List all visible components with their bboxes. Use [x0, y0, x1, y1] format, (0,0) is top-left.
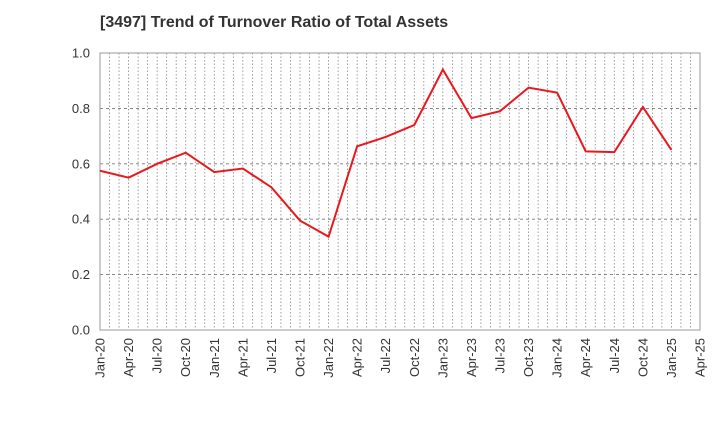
- data-point: [442, 69, 444, 71]
- x-tick-label: Jan-21: [207, 338, 222, 378]
- x-tick-label: Oct-22: [407, 338, 422, 377]
- x-tick-label: Jan-24: [550, 338, 565, 378]
- data-point: [270, 186, 272, 188]
- y-tick-label: 0.2: [72, 267, 90, 282]
- data-point: [499, 110, 501, 112]
- tick-labels: 0.0 0.2 0.4 0.6 0.8 1.0 Jan-20 Apr-20 Jul-20 Oct-…: [72, 46, 708, 378]
- data-point: [242, 168, 244, 170]
- x-tick-label: Jan-25: [664, 338, 679, 378]
- data-point: [385, 136, 387, 138]
- x-tick-label: Apr-21: [235, 338, 250, 377]
- x-tick-label: Oct-24: [635, 338, 650, 377]
- chart-title: [3497] Trend of Turnover Ratio of Total …: [100, 14, 449, 31]
- x-tick-label: Oct-21: [293, 338, 308, 377]
- x-tick-label: Jul-23: [493, 338, 508, 373]
- data-point: [613, 151, 615, 153]
- x-tick-label: Apr-25: [693, 338, 708, 377]
- data-point: [413, 124, 415, 126]
- y-tick-label: 0.4: [72, 212, 90, 227]
- x-tick-label: Jul-22: [378, 338, 393, 373]
- data-point: [642, 106, 644, 108]
- x-tick-label: Apr-22: [350, 338, 365, 377]
- x-tick-label: Apr-23: [464, 338, 479, 377]
- data-point: [670, 149, 672, 151]
- data-point: [528, 87, 530, 89]
- y-tick-label: 1.0: [72, 46, 90, 61]
- y-tick-label: 0.0: [72, 323, 90, 338]
- data-point: [299, 220, 301, 222]
- x-tick-label: Jan-22: [321, 338, 336, 378]
- x-tick-label: Apr-24: [578, 338, 593, 377]
- data-point: [470, 117, 472, 119]
- data-point: [156, 163, 158, 165]
- series: [99, 67, 673, 239]
- x-tick-label: Oct-20: [178, 338, 193, 377]
- y-tick-label: 0.6: [72, 156, 90, 171]
- data-point: [328, 236, 330, 238]
- axes: [99, 52, 701, 331]
- x-tick-label: Apr-20: [121, 338, 136, 377]
- data-point: [99, 170, 101, 172]
- x-tick-label: Oct-23: [521, 338, 536, 377]
- y-tick-label: 0.8: [72, 101, 90, 116]
- x-tick-label: Jan-20: [93, 338, 108, 378]
- plot-frame: [99, 52, 701, 331]
- data-point: [556, 92, 558, 94]
- grid: [100, 53, 700, 330]
- x-tick-label: Jul-24: [607, 338, 622, 373]
- data-point: [585, 150, 587, 152]
- data-point: [213, 171, 215, 173]
- x-tick-label: Jan-23: [435, 338, 450, 378]
- data-point: [356, 145, 358, 147]
- data-point: [128, 177, 130, 179]
- data-point: [185, 152, 187, 154]
- x-tick-label: Jul-20: [150, 338, 165, 373]
- series-line: [99, 67, 673, 239]
- x-tick-label: Jul-21: [264, 338, 279, 373]
